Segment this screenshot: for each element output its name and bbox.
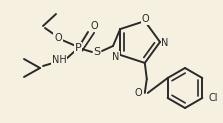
Text: O: O <box>90 21 98 31</box>
Text: Cl: Cl <box>208 93 218 103</box>
Text: S: S <box>93 47 101 57</box>
Text: N: N <box>161 38 169 48</box>
Text: NH: NH <box>52 55 66 65</box>
Text: O: O <box>142 14 150 24</box>
Text: O: O <box>54 33 62 43</box>
Text: N: N <box>112 52 119 62</box>
Text: P: P <box>75 43 81 53</box>
Text: O: O <box>135 88 143 98</box>
